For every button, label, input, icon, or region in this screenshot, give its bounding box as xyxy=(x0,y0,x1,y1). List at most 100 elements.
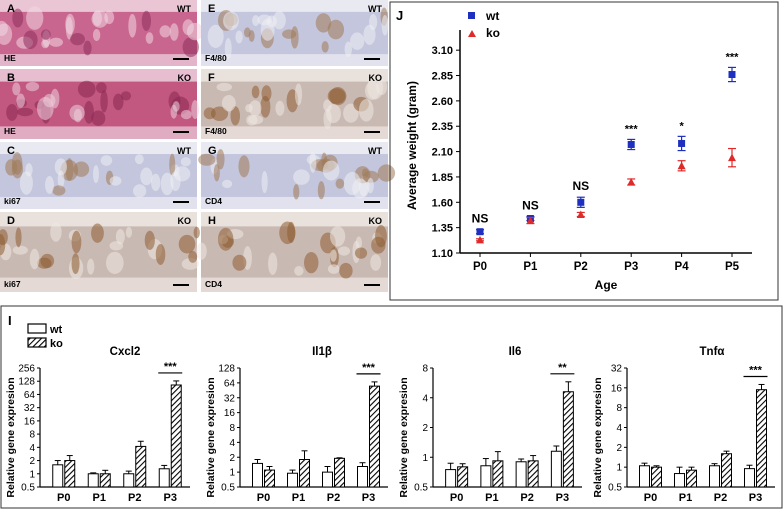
crypt xyxy=(268,252,278,276)
histology-tile-g: G WT CD4 xyxy=(198,142,396,209)
crypt xyxy=(246,114,258,126)
tile-genotype: WT xyxy=(177,146,191,156)
x-tick-label: P1 xyxy=(523,261,538,273)
tile-stain: CD4 xyxy=(205,196,222,206)
serosa-band xyxy=(0,54,197,66)
tile-letter: D xyxy=(7,215,15,227)
serosa-band xyxy=(0,126,197,139)
crypt xyxy=(207,24,224,49)
data-point-ko xyxy=(526,216,535,225)
crypt xyxy=(73,161,90,177)
x-tick-label: P1 xyxy=(93,492,106,504)
bar-wt xyxy=(550,450,562,488)
y-axis-label: Relative gene expresion xyxy=(5,377,17,497)
tile-genotype: KO xyxy=(178,73,192,83)
crypt xyxy=(49,37,63,47)
significance-label: NS xyxy=(572,179,589,193)
crypt xyxy=(287,221,296,244)
tile-stain: ki67 xyxy=(4,196,21,206)
histology-panels: A WT HE B KO HE C WT ki67 D KO ki67 E WT F4/80 F KO F4/80… xyxy=(0,0,396,292)
lumen-band xyxy=(201,142,388,155)
crypt xyxy=(251,85,260,99)
tile-genotype: WT xyxy=(368,4,382,14)
crypt xyxy=(188,250,198,263)
data-point-ko xyxy=(476,235,484,244)
crypt xyxy=(354,247,368,259)
histology-tile-d: D KO ki67 xyxy=(0,212,200,292)
x-tick-label: P0 xyxy=(257,492,270,504)
crypt xyxy=(120,91,132,101)
serosa-band xyxy=(0,196,197,209)
crypt xyxy=(260,95,271,118)
crypt xyxy=(109,176,122,186)
y-tick-label: 1.85 xyxy=(432,172,453,184)
crypt xyxy=(50,222,62,242)
crypt xyxy=(193,226,200,239)
data-point-ko xyxy=(728,153,736,162)
y-tick-label: 1.10 xyxy=(432,248,453,260)
lumen-band xyxy=(201,69,388,82)
serosa-band xyxy=(0,277,197,292)
y-axis-label: Average weight (gram) xyxy=(405,81,419,210)
crypt xyxy=(180,157,191,167)
crypt xyxy=(172,101,180,112)
crypt xyxy=(261,85,272,102)
serosa-band xyxy=(201,126,388,139)
histology-tile-f: F KO F4/80 xyxy=(201,69,388,139)
crypt xyxy=(16,107,34,117)
bar-wt xyxy=(480,465,492,488)
crypt xyxy=(339,262,353,279)
crypt xyxy=(12,8,24,28)
crypt xyxy=(282,29,297,39)
bar-ko xyxy=(299,459,310,488)
serosa-band xyxy=(201,196,388,209)
y-tick-label: 128 xyxy=(18,377,35,388)
y-tick-label: 256 xyxy=(18,364,35,375)
legend-square-icon xyxy=(468,12,475,19)
crypt xyxy=(144,230,155,250)
crypt xyxy=(155,243,166,265)
serosa-band xyxy=(201,54,388,66)
crypt xyxy=(203,107,216,120)
bar-ko xyxy=(686,469,697,488)
y-axis-label: Relative gene expresion xyxy=(205,377,217,497)
y-tick-label: 64 xyxy=(24,390,36,401)
crypt xyxy=(25,81,40,92)
crypt xyxy=(100,90,108,113)
crypt xyxy=(113,93,124,111)
y-tick-label: 16 xyxy=(611,383,623,394)
y-tick-label: 4 xyxy=(229,438,235,449)
x-tick-label: P3 xyxy=(749,492,762,504)
crypt xyxy=(235,30,243,44)
crypt xyxy=(198,153,216,166)
x-tick-label: P1 xyxy=(292,492,305,504)
y-tick-label: 2.60 xyxy=(432,96,453,108)
crypt xyxy=(91,223,104,243)
crypt xyxy=(370,254,382,271)
data-point-wt xyxy=(577,198,585,206)
legend-label: ko xyxy=(486,26,500,40)
crypt xyxy=(344,41,352,57)
crypt xyxy=(52,185,66,196)
y-tick-label: 32 xyxy=(24,403,36,414)
crypt xyxy=(238,155,250,178)
bar-wt xyxy=(158,468,170,488)
crypt xyxy=(248,30,255,42)
lumen-band xyxy=(201,0,388,12)
crypt xyxy=(245,103,253,113)
tile-genotype: WT xyxy=(368,146,382,156)
crypt xyxy=(371,236,386,254)
panel-i-frame xyxy=(0,305,783,509)
bar-ko xyxy=(170,384,182,488)
crypt xyxy=(23,30,38,50)
crypt xyxy=(364,81,380,100)
crypt xyxy=(15,227,22,248)
crypt xyxy=(5,159,18,176)
data-point-wt xyxy=(678,139,686,147)
y-tick-label: 2 xyxy=(229,453,235,464)
crypt xyxy=(141,10,151,31)
x-tick-label: P3 xyxy=(556,492,569,504)
